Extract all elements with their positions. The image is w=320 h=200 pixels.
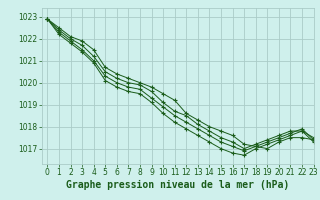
- X-axis label: Graphe pression niveau de la mer (hPa): Graphe pression niveau de la mer (hPa): [66, 180, 289, 190]
